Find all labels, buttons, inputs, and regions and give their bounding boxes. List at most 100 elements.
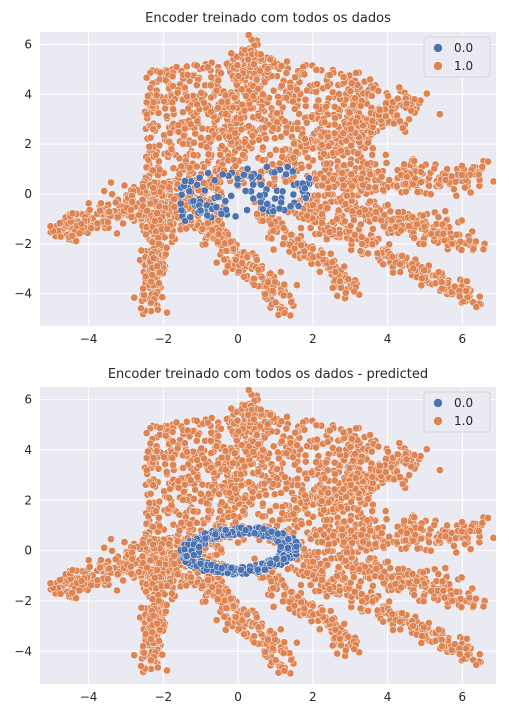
scatter-point <box>324 204 331 211</box>
scatter-point <box>141 291 148 298</box>
scatter-point <box>396 84 403 91</box>
scatter-point <box>181 440 188 447</box>
scatter-point <box>272 299 279 306</box>
scatter-point <box>218 210 225 217</box>
scatter-point <box>341 162 348 169</box>
scatter-point <box>204 419 211 426</box>
scatter-point <box>154 566 161 573</box>
scatter-point <box>334 650 341 657</box>
scatter-point <box>147 200 154 207</box>
scatter-point <box>85 200 92 207</box>
scatter-point <box>228 192 235 199</box>
scatter-point <box>453 231 460 238</box>
scatter-point <box>136 211 143 218</box>
scatter-point <box>473 303 480 310</box>
scatter-point <box>440 230 447 237</box>
scatter-point <box>365 607 372 614</box>
scatter-point <box>150 455 157 462</box>
scatter-point <box>436 111 443 118</box>
scatter-point <box>259 144 266 151</box>
y-tick-label: 4 <box>24 87 32 101</box>
scatter-point <box>256 192 263 199</box>
scatter-point <box>184 427 191 434</box>
scatter-point <box>369 241 376 248</box>
scatter-point <box>139 553 146 560</box>
scatter-point <box>163 113 170 120</box>
scatter-point <box>244 207 251 214</box>
scatter-point <box>405 223 412 230</box>
scatter-point <box>159 651 166 658</box>
scatter-point <box>241 107 248 114</box>
scatter-point <box>137 305 144 312</box>
scatter-point <box>347 160 354 167</box>
scatter-point <box>205 169 212 176</box>
scatter-point <box>114 214 121 221</box>
scatter-point <box>290 154 297 161</box>
scatter-point <box>336 90 343 97</box>
scatter-point <box>149 271 156 278</box>
scatter-point <box>141 649 148 656</box>
scatter-point <box>187 214 194 221</box>
scatter-point <box>292 74 299 81</box>
scatter-point <box>147 134 154 141</box>
scatter-point <box>219 171 226 178</box>
scatter-point <box>162 105 169 112</box>
scatter-point <box>143 430 150 437</box>
scatter-point <box>435 214 442 221</box>
scatter-point <box>490 178 497 185</box>
scatter-point <box>375 87 382 94</box>
scatter-point <box>291 461 298 468</box>
scatter-point <box>190 495 197 502</box>
scatter-point <box>239 259 246 266</box>
scatter-point <box>109 547 116 554</box>
scatter-point <box>291 602 298 609</box>
scatter-point <box>154 620 161 627</box>
scatter-point <box>112 199 119 206</box>
scatter-point <box>411 234 418 241</box>
scatter-point <box>298 164 305 171</box>
scatter-point <box>199 582 206 589</box>
scatter-point <box>297 224 304 231</box>
scatter-point <box>278 438 285 445</box>
scatter-point <box>194 118 201 125</box>
scatter-point <box>96 564 103 571</box>
scatter-point <box>146 499 153 506</box>
scatter-point <box>332 269 339 276</box>
scatter-point <box>384 201 391 208</box>
scatter-point <box>453 192 460 199</box>
scatter-point <box>156 523 163 530</box>
scatter-point <box>186 188 193 195</box>
scatter-point <box>270 603 277 610</box>
scatter-point <box>282 178 289 185</box>
scatter-point <box>335 207 342 214</box>
scatter-point <box>131 652 138 659</box>
scatter-point <box>239 508 246 515</box>
scatter-point <box>366 198 373 205</box>
scatter-point <box>301 136 308 143</box>
scatter-point <box>149 523 156 530</box>
scatter-point <box>351 588 358 595</box>
scatter-point <box>380 186 387 193</box>
scatter-point <box>438 285 445 292</box>
scatter-point <box>196 174 203 181</box>
scatter-point <box>270 124 277 131</box>
scatter-point <box>178 519 185 526</box>
scatter-point <box>163 309 170 316</box>
scatter-point <box>418 275 425 282</box>
scatter-point <box>320 150 327 157</box>
scatter-point <box>463 287 470 294</box>
scatter-point <box>268 592 275 599</box>
scatter-point <box>450 186 457 193</box>
scatter-point <box>406 116 413 123</box>
scatter-point <box>143 74 150 81</box>
scatter-point <box>205 576 212 583</box>
scatter-point <box>197 207 204 214</box>
scatter-point <box>337 147 344 154</box>
scatter-point <box>298 521 305 528</box>
scatter-point <box>396 118 403 125</box>
scatter-point <box>304 569 311 576</box>
scatter-point <box>280 650 287 657</box>
scatter-point <box>193 457 200 464</box>
scatter-point <box>255 85 262 92</box>
